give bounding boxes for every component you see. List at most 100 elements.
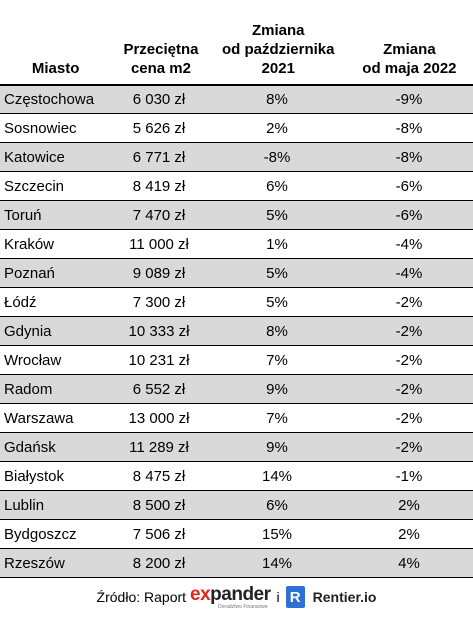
cell-change-may: 2% (398, 525, 420, 543)
cell-city: Wrocław (4, 351, 62, 369)
table-row: Białystok 8 475 zł 14% -1% (0, 462, 473, 491)
rentier-logo-icon: R (285, 586, 305, 608)
cell-change-may: -2% (395, 438, 423, 456)
cell-change-may: -2% (395, 322, 423, 340)
cell-change-may: 4% (398, 554, 420, 572)
price-table: Miasto Przeciętna cena m2 Zmiana od paźd… (0, 0, 473, 578)
cell-price: 10 333 zł (128, 322, 190, 340)
table-header: Miasto Przeciętna cena m2 Zmiana od paźd… (0, 0, 473, 84)
cell-city: Białystok (4, 467, 65, 485)
header-change-october: Zmiana od października 2021 (221, 22, 335, 77)
cell-change-october: 6% (266, 496, 288, 514)
cell-change-october: 8% (266, 322, 288, 340)
table-row: Wrocław 10 231 zł 7% -2% (0, 346, 473, 375)
cell-price: 7 506 zł (132, 525, 186, 543)
cell-city: Szczecin (4, 177, 65, 195)
table-row: Częstochowa 6 030 zł 8% -9% (0, 85, 473, 114)
cell-change-may: -4% (395, 235, 423, 253)
table-row: Radom 6 552 zł 9% -2% (0, 375, 473, 404)
expander-logo-subtitle: Doradztwo Finansowe (218, 603, 268, 610)
cell-change-may: -9% (395, 91, 423, 108)
cell-change-may: -8% (395, 119, 423, 137)
header-change-may: Zmiana od maja 2022 (362, 41, 457, 77)
cell-city: Gdańsk (4, 438, 56, 456)
table-row: Warszawa 13 000 zł 7% -2% (0, 404, 473, 433)
cell-city: Katowice (4, 148, 65, 166)
cell-price: 11 289 zł (129, 438, 189, 456)
cell-change-october: 1% (266, 235, 288, 253)
table-row: Gdańsk 11 289 zł 9% -2% (0, 433, 473, 462)
cell-change-may: -2% (395, 380, 423, 398)
cell-price: 13 000 zł (128, 409, 190, 427)
table-row: Katowice 6 771 zł -8% -8% (0, 143, 473, 172)
table-row: Toruń 7 470 zł 5% -6% (0, 201, 473, 230)
cell-price: 8 475 zł (132, 467, 186, 485)
cell-change-october: 14% (261, 467, 293, 485)
cell-price: 6 030 zł (132, 91, 186, 108)
rentier-logo-text: Rentier.io (312, 589, 377, 605)
source-conjunction: i (276, 589, 280, 605)
cell-change-october: 9% (266, 438, 288, 456)
cell-change-may: -6% (395, 206, 423, 224)
cell-city: Kraków (4, 235, 55, 253)
cell-change-may: -6% (395, 177, 423, 195)
cell-change-may: -2% (395, 409, 423, 427)
cell-change-october: 2% (266, 119, 288, 137)
cell-change-october: 15% (261, 525, 293, 543)
expander-logo-rest: pander (210, 583, 271, 605)
cell-change-may: -2% (395, 293, 423, 311)
header-city: Miasto (31, 60, 80, 77)
table-row: Łódź 7 300 zł 5% -2% (0, 288, 473, 317)
cell-price: 9 089 zł (132, 264, 186, 282)
cell-change-october: 5% (266, 293, 288, 311)
cell-city: Gdynia (4, 322, 52, 340)
cell-city: Poznań (4, 264, 55, 282)
cell-price: 8 500 zł (132, 496, 186, 514)
cell-city: Rzeszów (4, 554, 65, 572)
table-row: Bydgoszcz 7 506 zł 15% 2% (0, 520, 473, 549)
source-label: Źródło: Raport (96, 589, 187, 605)
table-row: Kraków 11 000 zł 1% -4% (0, 230, 473, 259)
cell-price: 10 231 zł (128, 351, 190, 369)
cell-city: Warszawa (4, 409, 74, 427)
cell-change-october: -8% (263, 148, 291, 166)
cell-city: Lublin (4, 496, 45, 514)
cell-city: Toruń (4, 206, 42, 224)
cell-change-may: -8% (395, 148, 423, 166)
table-body: Częstochowa 6 030 zł 8% -9% Sosnowiec 5 626 z… (0, 84, 473, 578)
table-row: Gdynia 10 333 zł 8% -2% (0, 317, 473, 346)
cell-city: Łódź (4, 293, 37, 311)
cell-change-october: 9% (266, 380, 288, 398)
cell-change-may: 2% (398, 496, 420, 514)
cell-change-may: -2% (395, 351, 423, 369)
header-price: Przeciętna cena m2 (123, 41, 199, 77)
cell-city: Radom (4, 380, 53, 398)
cell-change-october: 8% (266, 91, 288, 108)
cell-price: 7 300 zł (132, 293, 186, 311)
table-row: Lublin 8 500 zł 6% 2% (0, 491, 473, 520)
cell-city: Częstochowa (4, 91, 95, 108)
cell-price: 8 200 zł (132, 554, 186, 572)
table-row: Rzeszów 8 200 zł 14% 4% (0, 549, 473, 578)
table-row: Poznań 9 089 zł 5% -4% (0, 259, 473, 288)
cell-price: 11 000 zł (129, 235, 189, 253)
expander-logo-prefix: ex (190, 583, 211, 605)
cell-change-october: 14% (261, 554, 293, 572)
expander-logo: expander Doradztwo Finansowe (190, 585, 271, 610)
cell-change-october: 5% (266, 206, 288, 224)
table-row: Sosnowiec 5 626 zł 2% -8% (0, 114, 473, 143)
cell-change-may: -1% (395, 467, 423, 485)
cell-change-october: 6% (266, 177, 288, 195)
cell-change-may: -4% (395, 264, 423, 282)
cell-change-october: 7% (266, 351, 288, 369)
cell-price: 7 470 zł (132, 206, 186, 224)
source-footer: Źródło: Raport expander Doradztwo Finans… (0, 580, 473, 614)
cell-change-october: 7% (266, 409, 288, 427)
cell-price: 5 626 zł (132, 119, 186, 137)
cell-change-october: 5% (266, 264, 288, 282)
table-row: Szczecin 8 419 zł 6% -6% (0, 172, 473, 201)
cell-city: Sosnowiec (4, 119, 77, 137)
cell-price: 8 419 zł (132, 177, 186, 195)
cell-price: 6 552 zł (132, 380, 186, 398)
cell-price: 6 771 zł (132, 148, 186, 166)
